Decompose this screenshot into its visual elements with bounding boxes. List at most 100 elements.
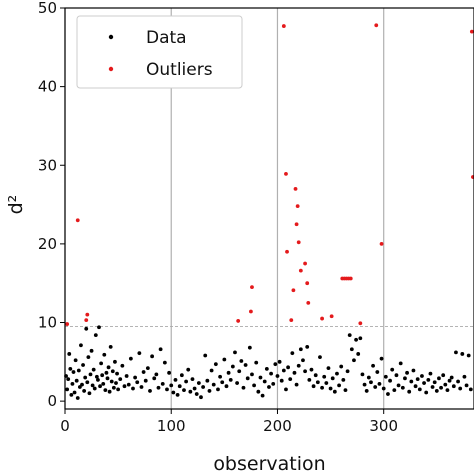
data-point bbox=[72, 390, 77, 395]
data-point bbox=[160, 381, 165, 386]
data-point bbox=[88, 372, 93, 377]
data-point bbox=[79, 343, 83, 348]
y-tick-label: 30 bbox=[38, 156, 57, 174]
legend: Data Outliers bbox=[76, 15, 243, 89]
data-point bbox=[407, 389, 412, 394]
data-point bbox=[104, 370, 109, 375]
outlier-point bbox=[306, 300, 311, 305]
data-point bbox=[235, 381, 239, 385]
data-point bbox=[326, 366, 331, 371]
data-points bbox=[64, 23, 474, 400]
outlier-point bbox=[236, 319, 241, 323]
data-point bbox=[175, 392, 180, 397]
data-point bbox=[108, 344, 113, 349]
data-point bbox=[100, 373, 105, 378]
data-point bbox=[417, 387, 422, 392]
data-point bbox=[271, 381, 276, 386]
data-point bbox=[128, 356, 133, 361]
outlier-point bbox=[289, 318, 294, 323]
data-point bbox=[199, 395, 203, 400]
data-point bbox=[415, 377, 420, 382]
data-point bbox=[154, 372, 159, 377]
data-point bbox=[89, 348, 94, 353]
data-point bbox=[339, 364, 344, 369]
data-point bbox=[286, 365, 290, 370]
data-point bbox=[80, 382, 84, 387]
data-point bbox=[205, 378, 210, 383]
data-point bbox=[430, 385, 435, 389]
data-point bbox=[101, 381, 106, 386]
outlier-point bbox=[291, 288, 296, 293]
data-point bbox=[262, 379, 267, 384]
legend-box bbox=[76, 15, 243, 89]
data-point bbox=[81, 363, 85, 367]
data-point bbox=[296, 363, 301, 368]
data-point bbox=[162, 360, 167, 365]
data-point bbox=[75, 396, 80, 400]
outlier-point bbox=[298, 268, 303, 273]
data-point bbox=[98, 384, 102, 389]
data-point bbox=[375, 370, 380, 374]
data-point bbox=[85, 380, 90, 385]
data-point bbox=[82, 389, 87, 393]
data-point bbox=[328, 386, 333, 391]
data-point bbox=[224, 384, 229, 389]
data-point bbox=[111, 385, 116, 390]
data-point bbox=[156, 385, 161, 390]
data-point bbox=[267, 385, 271, 389]
outlier-point bbox=[296, 240, 301, 245]
x-axis-ticks: 0 100 200 300 bbox=[60, 409, 398, 435]
data-point bbox=[324, 381, 329, 385]
data-point bbox=[349, 347, 354, 352]
data-point bbox=[441, 373, 446, 378]
data-point bbox=[76, 368, 81, 373]
data-point bbox=[434, 389, 439, 393]
legend-marker-data bbox=[108, 34, 114, 40]
data-point bbox=[126, 382, 131, 387]
data-point bbox=[458, 386, 463, 391]
data-point bbox=[409, 379, 414, 384]
data-point bbox=[96, 378, 100, 382]
outlier-point bbox=[295, 204, 300, 209]
data-point bbox=[358, 336, 363, 341]
data-point bbox=[445, 388, 450, 393]
data-point bbox=[135, 380, 140, 385]
data-point bbox=[288, 377, 293, 382]
plot-frame bbox=[64, 7, 474, 410]
data-point bbox=[254, 360, 259, 365]
data-point bbox=[260, 393, 265, 398]
data-point bbox=[230, 364, 235, 369]
data-point bbox=[320, 385, 324, 390]
data-point bbox=[311, 384, 316, 389]
data-point bbox=[398, 361, 403, 366]
x-tick-label: 0 bbox=[60, 417, 70, 435]
data-point bbox=[102, 352, 107, 357]
data-point bbox=[83, 375, 88, 380]
outlier-point bbox=[65, 322, 70, 326]
outlier-point bbox=[84, 318, 89, 323]
data-point bbox=[91, 367, 96, 372]
outlier-point bbox=[379, 241, 384, 246]
data-point bbox=[84, 326, 89, 331]
data-point bbox=[307, 378, 312, 382]
data-point bbox=[462, 374, 467, 379]
data-point bbox=[171, 390, 176, 395]
data-point bbox=[228, 378, 233, 382]
data-point bbox=[290, 351, 295, 356]
data-point bbox=[97, 325, 101, 330]
outlier-point bbox=[329, 314, 334, 319]
data-point bbox=[239, 359, 244, 363]
data-point bbox=[279, 378, 284, 383]
outlier-point bbox=[294, 222, 299, 227]
data-point bbox=[116, 387, 121, 392]
data-point bbox=[192, 386, 197, 391]
data-point bbox=[243, 363, 248, 367]
data-point bbox=[386, 392, 390, 396]
data-point bbox=[118, 377, 123, 382]
data-point bbox=[211, 382, 216, 387]
data-point bbox=[167, 370, 172, 375]
data-point bbox=[226, 370, 231, 375]
data-point bbox=[73, 358, 78, 363]
data-point bbox=[71, 370, 76, 374]
